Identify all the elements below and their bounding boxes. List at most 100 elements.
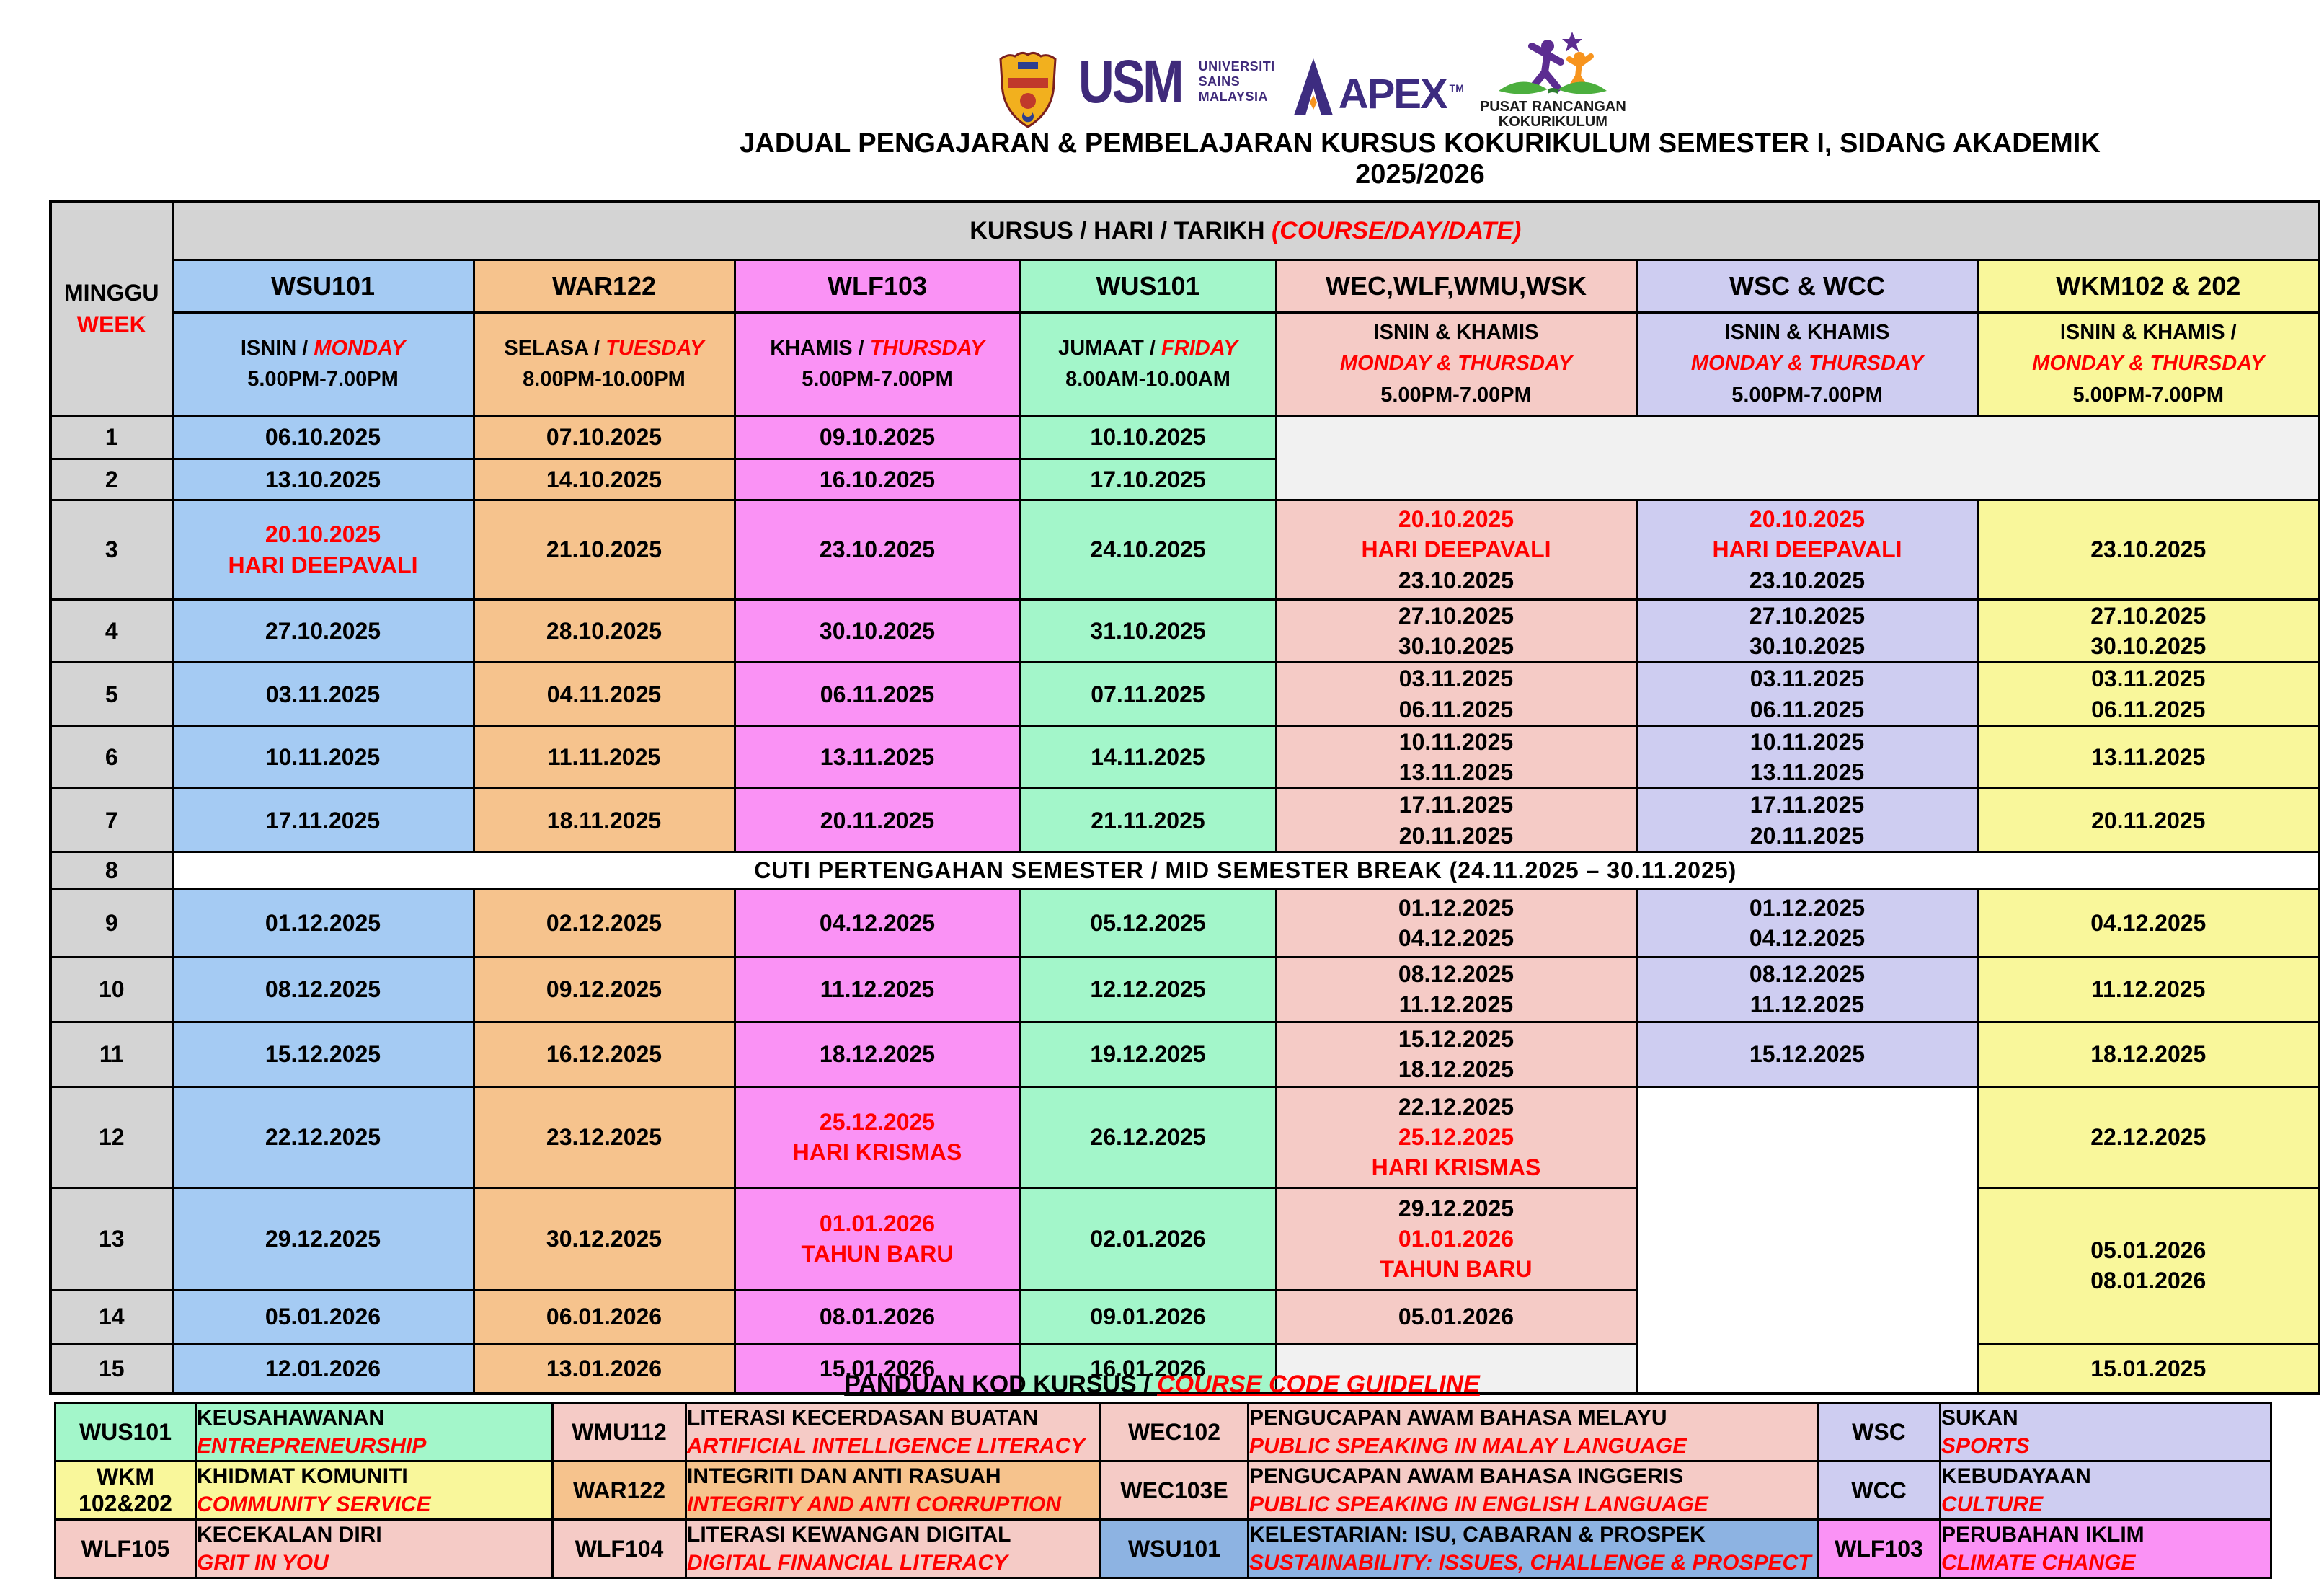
date-cell: 13.11.2025 [1977, 724, 2320, 790]
date-cell: 08.12.2025 11.12.2025 [1274, 955, 1638, 1023]
date-cell: 25.12.2025 HARI KRISMAS [733, 1085, 1021, 1189]
course-column-header: WUS101 [1019, 259, 1277, 314]
date-text: 06.11.2025 [1749, 696, 1865, 722]
date-text: 10.11.2025 [1749, 728, 1865, 755]
date-text: 19.12.2025 [1090, 1041, 1206, 1068]
date-text: 05.12.2025 [1090, 910, 1206, 937]
date-text: 05.01.2026 [2090, 1237, 2207, 1264]
day-english: TUESDAY [606, 336, 704, 360]
day-time-header: ISNIN & KHAMIS MONDAY & THURSDAY 5.00PM-7.… [1274, 311, 1638, 417]
course-code: WLF105 [81, 1535, 170, 1562]
day-malay: ISNIN / [240, 336, 314, 360]
date-text: 22.12.2025 [1398, 1094, 1514, 1120]
legend-name-cell: PENGUCAPAN AWAM BAHASA MELAYU PUBLIC SPEA… [1247, 1402, 1819, 1462]
course-name-malay: KHIDMAT KOMUNITI [197, 1464, 408, 1488]
legend-name-cell: KEBUDAYAAN CULTURE [1939, 1460, 2272, 1521]
course-column-header: WAR122 [472, 259, 736, 314]
date-cell: 10.10.2025 [1019, 415, 1277, 460]
logo-strip: USM UNIVERSITI SAINS MALAYSIA APEX TM PU… [993, 20, 1626, 130]
time-slot: 5.00PM-7.00PM [247, 368, 399, 391]
legend-code-cell: WEC102 [1099, 1402, 1249, 1462]
course-name-english: SUSTAINABILITY: ISSUES, CHALLENGE & PROS… [1249, 1551, 1811, 1575]
legend-name-cell: LITERASI KEWANGAN DIGITAL DIGITAL FINANCI… [685, 1518, 1101, 1579]
legend-row: WUS101 KEUSAHAWANAN ENTREPRENEURSHIP WMU112… [54, 1402, 2272, 1462]
date-text: 29.12.2025 [1398, 1195, 1514, 1222]
date-cell: 06.01.2026 [472, 1288, 736, 1345]
date-text: 10.11.2025 [265, 744, 381, 771]
date-text: 13.11.2025 [1398, 759, 1514, 786]
usm-text-line: MALAYSIA [1198, 89, 1269, 104]
holiday-text: 20.10.2025 [265, 521, 381, 548]
day-malay: ISNIN & KHAMIS / [2059, 320, 2237, 344]
course-code: WCC [1851, 1477, 1907, 1503]
usm-text-line: UNIVERSITI [1198, 59, 1275, 74]
date-text: 20.11.2025 [1398, 822, 1514, 849]
legend-code-cell: WCC [1817, 1460, 1941, 1521]
date-cell: 10.11.2025 [171, 724, 475, 790]
course-code: WSC [1852, 1418, 1906, 1445]
date-text: 02.12.2025 [546, 910, 662, 937]
date-cell: 17.11.2025 20.11.2025 [1635, 787, 1979, 853]
date-text: 03.11.2025 [265, 681, 381, 707]
apex-wordmark: APEX [1338, 71, 1448, 118]
date-cell: 01.01.2026 TAHUN BARU [733, 1186, 1021, 1291]
holiday-text: 20.10.2025 [1749, 506, 1866, 533]
date-text: 11.11.2025 [547, 744, 661, 771]
legend-name-cell: INTEGRITI DAN ANTI RASUAH INTEGRITY AND A… [685, 1460, 1101, 1521]
course-name-malay: SUKAN [1941, 1406, 2018, 1430]
date-text: 14.11.2025 [1091, 744, 1205, 771]
empty-cell [1274, 415, 2320, 501]
date-cell: 18.11.2025 [472, 787, 736, 853]
date-cell: 08.01.2026 [733, 1288, 1021, 1345]
date-text: 18.12.2025 [1398, 1056, 1514, 1083]
holiday-text: HARI DEEPAVALI [1361, 536, 1551, 563]
date-text: 04.11.2025 [546, 681, 662, 707]
date-text: 13.01.2026 [546, 1355, 662, 1381]
week-number-cell: 5 [49, 661, 174, 727]
date-text: 08.01.2026 [819, 1304, 936, 1330]
date-text: 11.12.2025 [820, 976, 935, 1003]
date-text: 16.10.2025 [819, 466, 936, 492]
course-name-english: SPORTS [1941, 1434, 2030, 1458]
date-text: 11.12.2025 [1398, 991, 1514, 1018]
date-text: 15.12.2025 [1398, 1026, 1514, 1053]
legend-name-cell: KEUSAHAWANAN ENTREPRENEURSHIP [195, 1402, 554, 1462]
date-cell: 03.11.2025 06.11.2025 [1274, 661, 1638, 727]
legend-name-cell: LITERASI KECERDASAN BUATAN ARTIFICIAL INT… [685, 1402, 1101, 1462]
table-row: 12 22.12.2025 23.12.2025 25.12.2025 HARI KRI… [49, 1085, 2320, 1395]
date-text: 30.10.2025 [2090, 633, 2207, 660]
date-cell: 30.10.2025 [733, 598, 1021, 664]
date-cell: 20.10.2025 HARI DEEPAVALI 23.10.2025 [1274, 499, 1638, 601]
date-cell: 29.12.2025 01.01.2026 TAHUN BARU [1274, 1186, 1638, 1291]
date-cell: 01.12.2025 04.12.2025 [1274, 888, 1638, 958]
date-text: 20.11.2025 [2091, 807, 2206, 833]
holiday-text: HARI KRISMAS [792, 1139, 962, 1166]
week-number-cell: 7 [49, 787, 174, 853]
course-column-header: WSC & WCC [1635, 259, 1979, 314]
legend-name-cell: SUKAN SPORTS [1939, 1402, 2272, 1462]
date-text: 23.10.2025 [819, 536, 936, 563]
course-name-malay: LITERASI KEWANGAN DIGITAL [687, 1523, 1011, 1547]
day-malay: SELASA / [504, 336, 606, 360]
week-label-malay: MINGGU [63, 280, 159, 306]
course-code: 102&202 [79, 1490, 172, 1516]
date-text: 04.12.2025 [1398, 925, 1514, 952]
week-number-cell: 3 [49, 499, 174, 601]
date-text: 13.11.2025 [1749, 759, 1865, 786]
legend-heading-english: COURSE CODE GUIDELINE [1157, 1371, 1480, 1398]
date-cell: 13.10.2025 [171, 458, 475, 501]
week-number-cell: 8 [49, 850, 174, 890]
date-cell: 15.01.2025 [1977, 1342, 2320, 1395]
table-row: 13 29.12.2025 30.12.2025 01.01.2026 TAHUN BA… [49, 1186, 2320, 1345]
table-row: 7 17.11.2025 18.11.2025 20.11.2025 21.11.202… [49, 787, 2320, 853]
date-text: 04.12.2025 [2090, 910, 2207, 937]
day-time-header: JUMAAT / FRIDAY 8.00AM-10.00AM [1019, 311, 1277, 417]
holiday-text: 25.12.2025 [1398, 1124, 1514, 1151]
date-text: 30.12.2025 [546, 1226, 662, 1252]
table-row: 15 12.01.2026 13.01.2026 15.01.2026 16.01.20… [49, 1342, 2320, 1395]
date-text: 16.12.2025 [546, 1041, 662, 1068]
legend-heading-malay: PANDUAN KOD KURSUS / [844, 1371, 1158, 1398]
apex-tm-mark: TM [1449, 82, 1464, 94]
legend-code-cell: WUS101 [54, 1402, 197, 1462]
date-cell: 03.11.2025 06.11.2025 [1977, 661, 2320, 727]
